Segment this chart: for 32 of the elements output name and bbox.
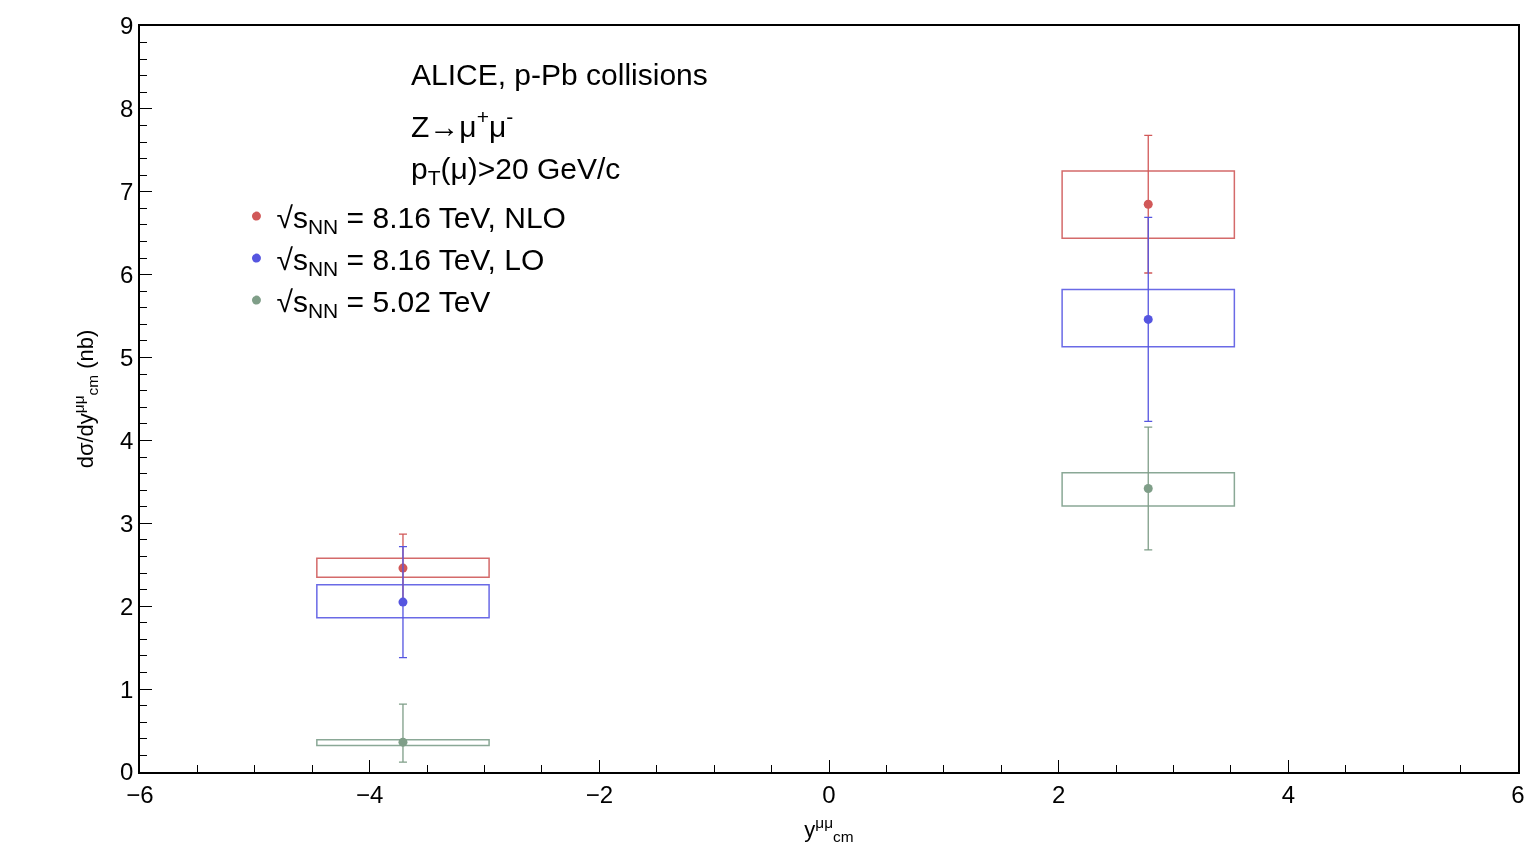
bar: [1061, 170, 1236, 239]
annotation: Z→μ$^{+}$μ$^{-}$: [411, 105, 514, 143]
bar: [1061, 472, 1236, 507]
point: [398, 737, 408, 747]
annotation: ALICE, p-Pb collisions: [411, 58, 708, 91]
y-tick-label: 3: [120, 509, 134, 537]
bar: [316, 738, 490, 747]
legend-label: √s$_{NN}$ = 5.02 TeV: [276, 284, 491, 323]
y-tick-label: 2: [120, 592, 134, 620]
legend-label: √s$_{NN}$ = 8.16 TeV, LO: [276, 242, 545, 281]
y-tick-label: 4: [120, 426, 134, 454]
y-tick-label: 6: [120, 261, 134, 289]
x-tick-label: 0: [822, 780, 836, 808]
point: [1143, 199, 1153, 209]
y-tick-label: 7: [120, 178, 134, 206]
y-tick-label: 9: [120, 12, 134, 40]
x-tick-label: 2: [1051, 780, 1066, 808]
point: [398, 597, 408, 607]
bar: [316, 583, 490, 619]
y-tick-label: 8: [120, 95, 134, 123]
x-tick-label: 6: [1511, 780, 1525, 808]
y-tick-label: 1: [120, 675, 134, 703]
x-tick-label: −2: [585, 780, 614, 808]
bar: [1061, 288, 1236, 348]
bar: [316, 557, 490, 578]
legend-label: √s$_{NN}$ = 8.16 TeV, NLO: [276, 200, 566, 239]
x-tick-label: −4: [355, 780, 384, 808]
annotation: p$_{T}$(μ)>20 GeV/c: [411, 152, 621, 190]
point: [1143, 484, 1153, 494]
y-tick-label: 5: [120, 343, 134, 371]
x-tick-label: 4: [1281, 780, 1296, 808]
point: [1143, 314, 1153, 324]
